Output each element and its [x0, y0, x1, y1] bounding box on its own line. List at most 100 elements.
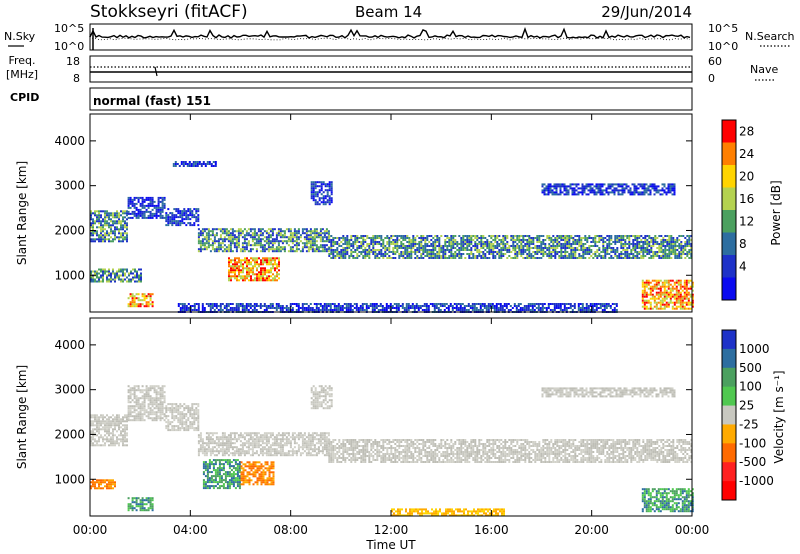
power-region-5	[228, 257, 280, 282]
power-scale-tick-0: 28	[739, 124, 754, 138]
noise-right-tick-bottom: 10^0	[708, 40, 738, 53]
power-scale-swatch-2	[722, 165, 736, 188]
power-scale-swatch-7	[722, 277, 736, 301]
vel-region-10	[641, 488, 694, 513]
xtick-label-3: 12:00	[374, 523, 409, 537]
power-scale-tick-2: 20	[739, 169, 754, 183]
power-scale-tick-3: 16	[739, 192, 754, 206]
power-region-9	[310, 181, 333, 206]
vel-region-7	[90, 479, 116, 490]
power-scale-swatch-3	[722, 187, 736, 211]
nave-label: Nave	[750, 63, 778, 76]
nave-tick-bottom: 0	[708, 72, 715, 85]
date-label: 29/Jun/2014	[601, 3, 692, 21]
power-region-11	[641, 279, 694, 310]
velocity-ylabel: Slant Range [km]	[15, 365, 29, 469]
velocity-scale-swatch-2	[722, 367, 736, 388]
vel-ytick-label-3: 4000	[54, 338, 85, 352]
power-region-10	[541, 183, 676, 196]
velocity-scale-tick-6: -500	[739, 455, 766, 469]
noise-left-label: N.Sky	[4, 30, 36, 43]
power-scale-swatch-4	[722, 210, 736, 233]
power-ytick-label-1: 2000	[54, 223, 85, 237]
power-ylabel: Slant Range [km]	[15, 161, 29, 265]
vel-region-9	[391, 508, 505, 517]
power-scale-tick-6: 4	[739, 259, 747, 273]
vel-region-5	[202, 459, 241, 490]
freq-label-line1: Freq.	[8, 54, 35, 67]
power-ytick-label-3: 4000	[54, 134, 85, 148]
velocity-heatmap	[90, 385, 694, 517]
noise-left-tick-top: 10^5	[54, 22, 84, 35]
power-region-12	[172, 161, 217, 167]
velocity-scale-tick-1: 500	[739, 361, 762, 375]
velocity-scale-tick-0: 1000	[739, 342, 770, 356]
velocity-scale-swatch-0	[722, 330, 736, 350]
freq-panel-frame	[89, 55, 693, 83]
xtick-label-6: 00:00	[675, 523, 710, 537]
freq-glitch	[154, 66, 158, 77]
velocity-scale-tick-2: 100	[739, 380, 762, 394]
xtick-label-4: 16:00	[474, 523, 509, 537]
vel-region-6	[240, 461, 275, 486]
power-ytick-label-0: 1000	[54, 268, 85, 282]
plot-title: Stokkseyri (fitACF)	[90, 2, 248, 22]
velocity-scale-tick-7: -1000	[739, 474, 774, 488]
power-region-1	[127, 196, 166, 219]
xtick-label-2: 08:00	[273, 523, 308, 537]
power-region-0	[90, 210, 128, 243]
xtick-label-0: 00:00	[73, 523, 108, 537]
velocity-scale-frame	[721, 329, 737, 501]
time-axis-label: Time UT	[365, 538, 416, 552]
vel-region-8	[127, 497, 154, 512]
vel-region-11	[310, 385, 333, 410]
vel-region-12	[541, 387, 676, 398]
vel-region-2	[165, 403, 200, 432]
power-scale-tick-5: 8	[739, 237, 747, 251]
cpid-label: CPID	[10, 91, 39, 104]
power-region-7	[127, 293, 154, 308]
noise-left-tick-bottom: 10^0	[54, 40, 84, 53]
velocity-scale-swatch-7	[722, 462, 736, 482]
vel-region-3	[197, 432, 330, 457]
power-scale-tick-4: 12	[739, 214, 754, 228]
velocity-color-scale: 1000 500 100 25 -25 -100 -500 -1000	[721, 329, 774, 501]
velocity-scale-tick-4: -25	[739, 417, 759, 431]
velocity-scale-swatch-6	[722, 443, 736, 463]
velocity-scale-swatch-3	[722, 386, 736, 407]
beam-label: Beam 14	[355, 3, 422, 21]
power-scale-swatch-0	[722, 120, 736, 143]
vel-ytick-label-0: 1000	[54, 472, 85, 486]
velocity-scale-swatch-5	[722, 424, 736, 444]
velocity-scale-label: Velocity [m s⁻¹]	[772, 370, 786, 463]
power-scale-tick-1: 24	[739, 147, 754, 161]
freq-label-line2: [MHz]	[6, 68, 38, 81]
power-ytick-label-2: 3000	[54, 179, 85, 193]
time-axis: 00:00 04:00 08:00 12:00 16:00 20:00 00:00	[73, 114, 710, 537]
power-scale-frame	[721, 119, 737, 301]
power-scale-swatch-6	[722, 255, 736, 278]
power-region-2	[165, 208, 200, 227]
vel-ytick-label-1: 2000	[54, 427, 85, 441]
noise-right-label: N.Search	[745, 30, 795, 43]
velocity-scale-swatch-4	[722, 405, 736, 425]
power-scale-swatch-5	[722, 232, 736, 256]
velocity-scale-swatch-1	[722, 348, 736, 369]
vel-ytick-label-2: 3000	[54, 383, 85, 397]
xtick-label-5: 20:00	[574, 523, 609, 537]
velocity-scale-tick-5: -100	[739, 436, 766, 450]
power-region-4	[328, 235, 693, 259]
cpid-text: normal (fast) 151	[93, 94, 211, 108]
nave-tick-top: 60	[708, 55, 722, 68]
vel-region-1	[127, 385, 166, 422]
freq-tick-top: 18	[66, 55, 80, 68]
freq-tick-bottom: 8	[73, 72, 80, 85]
power-region-3	[197, 228, 330, 253]
velocity-scale-swatch-8	[722, 481, 736, 501]
power-scale-swatch-1	[722, 142, 736, 166]
noise-sky-trace	[89, 27, 691, 39]
noise-right-tick-top: 10^5	[708, 22, 738, 35]
power-scale-label: Power [dB]	[769, 180, 783, 245]
